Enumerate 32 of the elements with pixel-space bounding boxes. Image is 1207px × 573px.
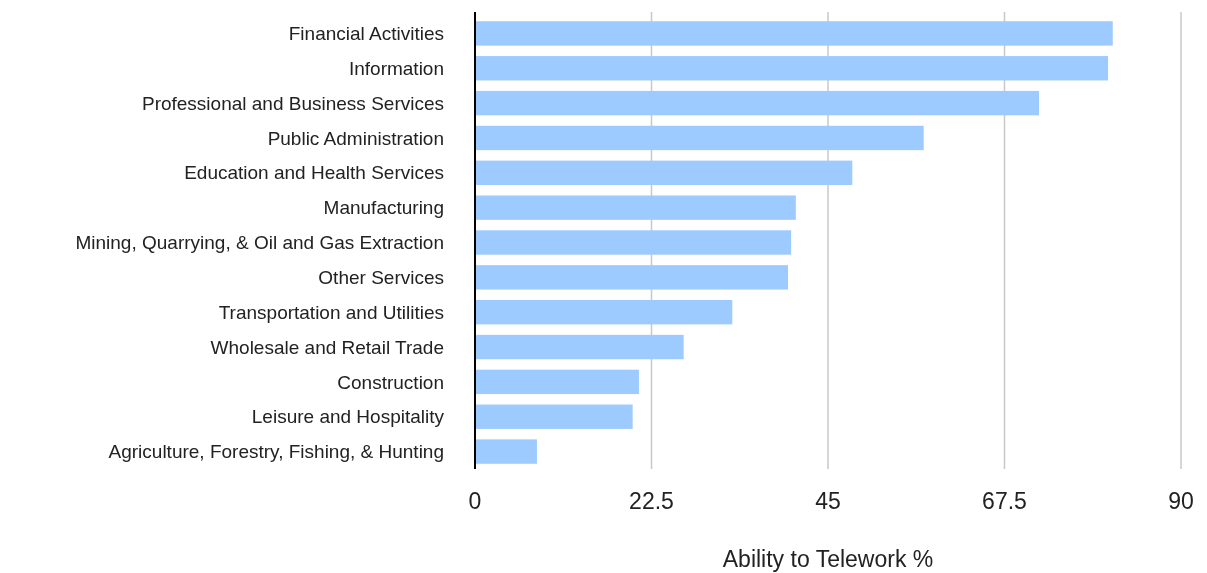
y-tick-label: Public Administration	[267, 127, 444, 149]
x-tick-label: 22.5	[629, 488, 674, 514]
x-tick-label: 90	[1168, 488, 1194, 514]
x-tick-label: 67.5	[982, 488, 1027, 514]
bar	[475, 265, 788, 290]
x-axis-title: Ability to Telework %	[722, 546, 934, 572]
bar	[475, 404, 633, 429]
bar	[475, 160, 853, 185]
x-tick-label: 0	[468, 488, 482, 514]
y-tick-label: Construction	[337, 371, 444, 393]
bar	[475, 369, 639, 395]
bar	[475, 56, 1109, 81]
y-tick-label: Manufacturing	[323, 197, 444, 219]
y-tick-label: Transportation and Utilities	[218, 301, 444, 323]
y-tick-label: Leisure and Hospitality	[251, 406, 445, 428]
bar	[475, 125, 924, 151]
bar	[475, 90, 1040, 116]
y-tick-label: Professional and Business Services	[141, 92, 444, 114]
y-tick-label: Mining, Quarrying, & Oil and Gas Extraction	[75, 232, 444, 254]
bar	[475, 230, 792, 255]
bar	[475, 439, 537, 464]
y-tick-label: Wholesale and Retail Trade	[210, 336, 444, 358]
y-tick-label: Education and Health Services	[184, 162, 444, 184]
y-tick-label: Agriculture, Forestry, Fishing, & Hunting	[108, 441, 444, 463]
x-tick-label: 45	[815, 488, 841, 514]
y-tick-label: Information	[348, 57, 444, 79]
y-tick-label: Other Services	[318, 267, 444, 288]
bar	[475, 334, 684, 360]
bar	[475, 300, 733, 325]
bar	[475, 195, 796, 220]
y-tick-label: Financial Activities	[288, 23, 444, 45]
bar	[475, 21, 1113, 46]
